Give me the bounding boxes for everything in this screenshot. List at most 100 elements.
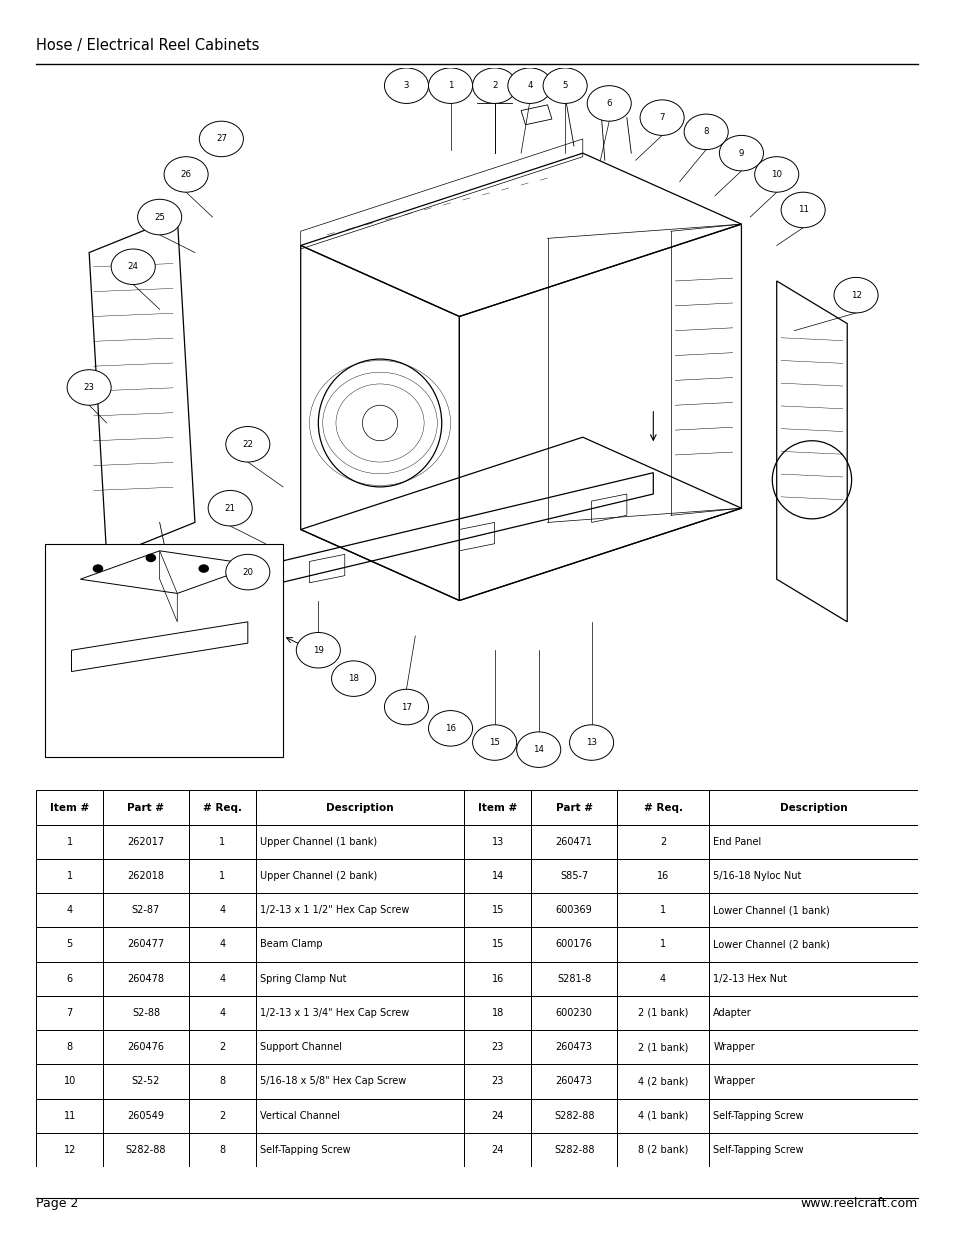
Text: 600176: 600176 bbox=[556, 940, 592, 950]
Text: S282-88: S282-88 bbox=[126, 1145, 166, 1155]
Circle shape bbox=[92, 564, 103, 573]
Bar bbox=[531, 893, 617, 927]
Bar bbox=[708, 962, 917, 995]
Text: Wrapper: Wrapper bbox=[713, 1077, 755, 1087]
Bar bbox=[531, 1065, 617, 1099]
Bar bbox=[531, 995, 617, 1030]
Text: 13: 13 bbox=[491, 837, 503, 847]
Circle shape bbox=[781, 193, 824, 227]
Text: 4 (1 bank): 4 (1 bank) bbox=[638, 1110, 687, 1120]
Text: 8: 8 bbox=[702, 127, 708, 136]
Bar bbox=[464, 790, 531, 825]
Text: www.reelcraft.com: www.reelcraft.com bbox=[800, 1197, 917, 1210]
Text: 15: 15 bbox=[491, 905, 503, 915]
Bar bbox=[36, 962, 103, 995]
Bar bbox=[103, 1065, 189, 1099]
Text: 5: 5 bbox=[562, 82, 567, 90]
Text: 15: 15 bbox=[491, 940, 503, 950]
Text: 1: 1 bbox=[219, 837, 225, 847]
Bar bbox=[464, 893, 531, 927]
Text: 8: 8 bbox=[219, 1145, 225, 1155]
Text: 9: 9 bbox=[738, 148, 743, 158]
Bar bbox=[708, 790, 917, 825]
Bar bbox=[255, 927, 464, 962]
Bar bbox=[708, 825, 917, 858]
Text: S282-88: S282-88 bbox=[554, 1145, 594, 1155]
Text: 1: 1 bbox=[659, 905, 665, 915]
Text: 15: 15 bbox=[489, 739, 499, 747]
Text: 10: 10 bbox=[770, 170, 781, 179]
Circle shape bbox=[472, 725, 517, 761]
Bar bbox=[255, 790, 464, 825]
Bar bbox=[36, 1030, 103, 1065]
Bar bbox=[617, 1065, 708, 1099]
Text: 4: 4 bbox=[219, 1008, 225, 1018]
Bar bbox=[255, 1099, 464, 1132]
Text: 12: 12 bbox=[850, 290, 861, 300]
Circle shape bbox=[226, 555, 270, 590]
Text: # Req.: # Req. bbox=[643, 803, 681, 813]
Text: 260473: 260473 bbox=[556, 1042, 592, 1052]
Text: 25: 25 bbox=[154, 212, 165, 221]
Text: 11: 11 bbox=[797, 205, 808, 215]
Text: Lower Channel (1 bank): Lower Channel (1 bank) bbox=[713, 905, 829, 915]
Bar bbox=[103, 1030, 189, 1065]
Bar bbox=[464, 1030, 531, 1065]
Circle shape bbox=[507, 68, 552, 104]
Text: S282-88: S282-88 bbox=[554, 1110, 594, 1120]
Text: Beam Clamp: Beam Clamp bbox=[260, 940, 322, 950]
Bar bbox=[189, 962, 255, 995]
Circle shape bbox=[517, 732, 560, 767]
Bar bbox=[464, 995, 531, 1030]
Bar bbox=[189, 825, 255, 858]
Text: 13: 13 bbox=[585, 739, 597, 747]
Bar bbox=[617, 1030, 708, 1065]
Text: 20: 20 bbox=[242, 568, 253, 577]
Text: 4: 4 bbox=[219, 940, 225, 950]
Text: Vertical Channel: Vertical Channel bbox=[260, 1110, 340, 1120]
Circle shape bbox=[569, 725, 613, 761]
Bar bbox=[36, 893, 103, 927]
Text: 4: 4 bbox=[219, 973, 225, 984]
Text: 600230: 600230 bbox=[556, 1008, 592, 1018]
Text: End Panel: End Panel bbox=[713, 837, 760, 847]
Bar bbox=[189, 927, 255, 962]
Text: S281-8: S281-8 bbox=[557, 973, 591, 984]
Text: 2 (1 bank): 2 (1 bank) bbox=[638, 1042, 687, 1052]
Text: 1: 1 bbox=[659, 940, 665, 950]
Text: 260473: 260473 bbox=[556, 1077, 592, 1087]
Text: Support Channel: Support Channel bbox=[260, 1042, 342, 1052]
Text: 1: 1 bbox=[67, 871, 72, 881]
Text: Description: Description bbox=[779, 803, 846, 813]
Text: S2-52: S2-52 bbox=[132, 1077, 160, 1087]
Text: Wrapper: Wrapper bbox=[713, 1042, 755, 1052]
Text: 260476: 260476 bbox=[128, 1042, 164, 1052]
Bar bbox=[531, 962, 617, 995]
Bar bbox=[255, 825, 464, 858]
Bar bbox=[255, 893, 464, 927]
Text: S85-7: S85-7 bbox=[559, 871, 588, 881]
Text: Adapter: Adapter bbox=[713, 1008, 751, 1018]
Bar bbox=[189, 1030, 255, 1065]
Bar bbox=[189, 1065, 255, 1099]
Text: 23: 23 bbox=[84, 383, 94, 391]
Text: 5: 5 bbox=[67, 940, 72, 950]
Text: Item #: Item # bbox=[477, 803, 517, 813]
Bar bbox=[464, 1132, 531, 1167]
Text: Part #: Part # bbox=[128, 803, 164, 813]
Text: Upper Channel (2 bank): Upper Channel (2 bank) bbox=[260, 871, 377, 881]
Bar bbox=[531, 858, 617, 893]
Text: 11: 11 bbox=[64, 1110, 75, 1120]
Bar bbox=[189, 790, 255, 825]
Bar bbox=[189, 995, 255, 1030]
Bar bbox=[189, 858, 255, 893]
FancyBboxPatch shape bbox=[45, 543, 283, 757]
Text: 1: 1 bbox=[67, 837, 72, 847]
Circle shape bbox=[639, 100, 683, 136]
Bar bbox=[531, 1030, 617, 1065]
Bar bbox=[531, 790, 617, 825]
Text: Hose / Electrical Reel Cabinets: Hose / Electrical Reel Cabinets bbox=[36, 38, 259, 53]
Text: 24: 24 bbox=[491, 1110, 503, 1120]
Circle shape bbox=[542, 68, 587, 104]
Text: 18: 18 bbox=[348, 674, 358, 683]
